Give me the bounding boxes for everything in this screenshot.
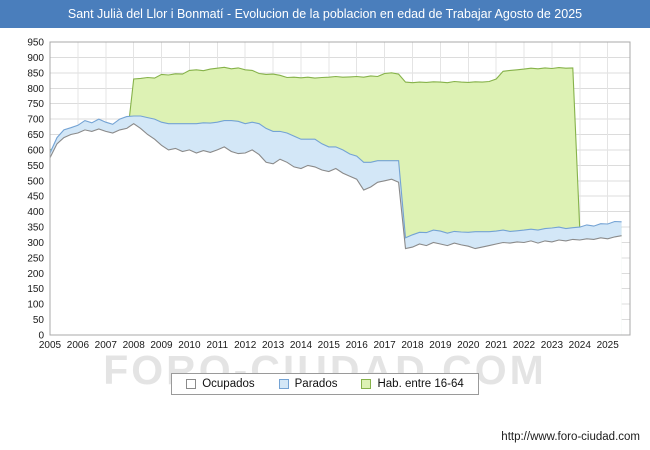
x-axis-label: 2022 [513, 340, 536, 351]
x-axis-label: 2018 [401, 340, 424, 351]
x-axis-label: 2021 [485, 340, 508, 351]
y-axis-label: 650 [27, 130, 44, 141]
legend-item-ocupados: Ocupados [186, 378, 255, 390]
y-axis-label: 600 [27, 145, 44, 156]
x-axis-label: 2009 [150, 340, 173, 351]
y-axis-label: 950 [27, 38, 44, 49]
chart-title: Sant Julià del Llor i Bonmatí - Evolucio… [67, 7, 583, 21]
x-axis-label: 2011 [207, 340, 229, 351]
y-axis-label: 500 [27, 176, 44, 187]
legend-item-hab-16-64: Hab. entre 16-64 [361, 378, 464, 390]
y-axis-label: 0 [38, 331, 44, 342]
hab-16-64-swatch [361, 379, 372, 389]
y-axis-label: 350 [27, 223, 44, 234]
y-axis-label: 800 [27, 84, 44, 95]
x-axis-label: 2014 [290, 340, 313, 351]
x-axis-label: 2019 [429, 340, 452, 351]
x-axis-label: 2020 [457, 340, 480, 351]
legend-item-parados: Parados [278, 378, 338, 390]
x-axis-label: 2006 [67, 340, 90, 351]
y-axis-label: 850 [27, 68, 44, 79]
x-axis-label: 2017 [373, 340, 396, 351]
y-axis-label: 550 [27, 161, 44, 172]
title-bar: Sant Julià del Llor i Bonmatí - Evolucio… [0, 0, 650, 28]
y-axis-label: 900 [27, 53, 44, 64]
y-axis-label: 200 [27, 269, 44, 280]
y-axis-label: 750 [27, 99, 44, 110]
x-axis-label: 2005 [39, 340, 62, 351]
y-axis-label: 300 [27, 238, 44, 249]
x-axis-label: 2025 [597, 340, 620, 351]
x-axis-label: 2008 [123, 340, 146, 351]
legend-label-parados: Parados [294, 378, 338, 390]
x-axis-label: 2024 [569, 340, 592, 351]
y-axis-label: 450 [27, 192, 44, 203]
parados-swatch [278, 379, 289, 389]
line-ocupados [49, 123, 622, 250]
line-hab-16-64 [49, 66, 622, 232]
plot-border [49, 41, 631, 336]
x-axis-label: 2007 [95, 340, 118, 351]
population-chart: 0 50 100 150 200 250 300 350 400 450 500 550 600 650 7… [27, 38, 631, 351]
line-parados [49, 115, 622, 239]
area-ocupados [50, 123, 622, 335]
x-axis-label: 2016 [346, 340, 369, 351]
y-axis-label: 50 [33, 315, 45, 326]
ocupados-swatch [186, 379, 197, 389]
y-axis-label: 250 [27, 253, 44, 264]
x-axis-label: 2023 [541, 340, 564, 351]
legend: Ocupados Parados Hab. entre 16-64 [171, 373, 479, 395]
x-axis-label: 2012 [234, 340, 257, 351]
y-axis-label: 100 [27, 300, 44, 311]
y-axis-label: 150 [27, 284, 44, 295]
x-axis-label: 2010 [178, 340, 201, 351]
y-axis-label: 400 [27, 207, 44, 218]
x-axis-label: 2013 [262, 340, 285, 351]
x-axis-label: 2015 [318, 340, 341, 351]
legend-label-ocupados: Ocupados [202, 378, 255, 390]
legend-label-hab-16-64: Hab. entre 16-64 [377, 378, 464, 390]
y-axis-label: 700 [27, 115, 44, 126]
foro-ciudad-link[interactable]: http://www.foro-ciudad.com [501, 431, 640, 443]
